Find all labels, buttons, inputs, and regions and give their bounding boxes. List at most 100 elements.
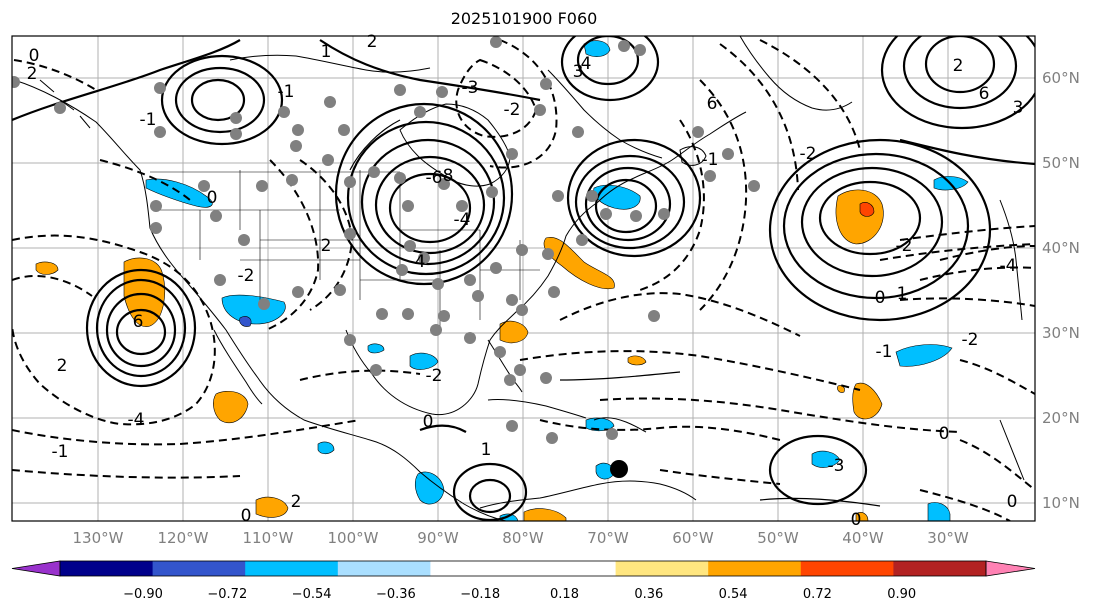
observation-points [12,36,760,444]
orange-patch-florida [499,320,529,344]
colorbar-segment [893,561,987,576]
colorbar-segment [245,561,339,576]
contour-label: 2 [57,356,68,376]
solid-contours [12,36,1035,521]
colorbar-segment [60,561,154,576]
contour-label: 0 [423,412,434,432]
contour-label: 0 [1007,492,1018,512]
colorbar-tick-label: −0.54 [291,587,332,602]
contour-label: 8 [443,166,454,186]
colorbar-tick-label: 0.72 [802,587,832,602]
coast-hispaniola [593,417,647,433]
contour-label: 0 [207,188,218,208]
contour-high-greenland [576,36,640,86]
coast-gulf [345,201,599,416]
contour-label: 3 [573,62,584,82]
contour-label: -2 [896,236,913,256]
colorbar-tick-label: −0.72 [207,587,248,602]
shaded-fields [35,40,969,521]
contour-label: 0 [241,506,252,526]
blue-patch-small-b [927,502,951,521]
coast-northeast [597,111,747,203]
colorbar-tick-label: 0.90 [887,587,917,602]
contour-label: 4 [581,54,592,74]
coast-cuba [487,399,587,419]
orange-patch-small-3 [35,261,59,275]
orange-patch-small-1 [627,355,647,366]
colorbar-under-triangle [11,560,61,577]
blue-patch-gulf [367,343,385,354]
blue-patch-greenland-sea [583,40,611,57]
contour-high-atlantic [818,180,922,256]
lon-label: 40°W [842,529,884,547]
contour-high-labrador [594,178,658,234]
colorbar-over-triangle [985,560,1036,577]
blue-patch-pnw [145,178,213,208]
colorbar-segment [800,561,894,576]
colorbar-tick-label: 0.36 [634,587,664,602]
lon-label: 100°W [327,529,379,547]
orange-patch-mexico-pac [213,391,249,424]
orange-patch-atlantic [835,189,884,245]
contour-label: 4 [415,252,426,272]
contour-label: 2 [291,492,302,512]
blue-patch-small-c [499,513,519,521]
colorbar-tick-label: 0.54 [718,587,748,602]
lon-label: 70°W [587,529,629,547]
contour-label: 2 [321,236,332,256]
purple-core-great-basin [239,316,252,327]
coast-greenland [739,36,853,111]
contour-label: 6 [979,84,990,104]
contour-label: 0 [851,510,862,530]
contour-high-central [388,172,472,244]
colorbar-segment [430,561,524,576]
colorbar-tick-label: 0.18 [550,587,579,602]
contour-label: -4 [128,410,145,430]
map-title: 2025101900 F060 [450,9,598,28]
colorbar-segment [152,561,246,576]
contour-label: -1 [278,82,295,102]
lon-label: 30°W [927,529,969,547]
coast-pacific-nw [13,79,507,521]
contour-label: -4 [1000,256,1017,276]
lon-label: 60°W [672,529,714,547]
orange-patch-caribbean-south [523,508,567,521]
coast-labrador [547,69,663,159]
contour-label: -1 [52,442,69,462]
blue-patch-great-basin [221,294,286,325]
contour-label: -2 [800,144,817,164]
orange-patch-small-2 [852,382,883,420]
colorbar-segment [337,561,431,576]
lat-label: 30°N [1042,324,1080,342]
contour-label: 0 [939,424,950,444]
coast-baja [213,329,263,405]
contour-label: -6 [426,168,443,188]
contour-label: -1 [876,342,893,362]
lon-label: 50°W [757,529,799,547]
blue-patch-azores [895,344,953,367]
contour-high-central-atl [768,434,868,506]
orange-patch-small-5 [855,512,869,521]
colorbar-segment [615,561,709,576]
contour-label: -1 [702,150,719,170]
colorbar [11,560,1036,577]
colorbar-tick-label: −0.36 [375,587,416,602]
storm-center-marker [610,460,628,478]
contour-high-iceland [924,36,996,94]
lat-label: 60°N [1042,69,1080,87]
contour-label: 1 [897,284,908,304]
contour-label: 6 [707,94,718,114]
coast-islands-nw [39,79,91,129]
contour-label: -2 [426,366,443,386]
lon-label: 130°W [72,529,124,547]
lon-label: 90°W [417,529,459,547]
contour-high-alaska [190,78,246,122]
colorbar-outline [59,560,987,577]
colorbar-segment [708,561,802,576]
lat-label: 20°N [1042,409,1080,427]
contour-label: -3 [462,78,479,98]
contour-label: -3 [828,456,845,476]
contour-high-pacific [115,308,167,356]
dashed-contours [12,39,1035,521]
